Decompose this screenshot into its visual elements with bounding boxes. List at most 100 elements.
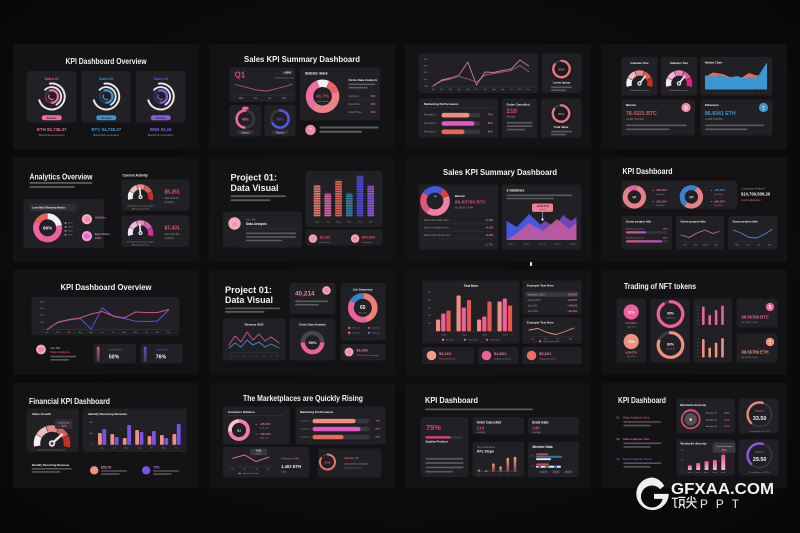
svg-text:Oct: Oct: [358, 220, 362, 223]
svg-text:80%: 80%: [558, 112, 564, 116]
svg-text:Purchases: Purchases: [320, 241, 331, 244]
svg-text:Blockchain ecosystem: Blockchain ecosystem: [148, 133, 174, 137]
svg-text:75%: 75%: [426, 423, 441, 432]
svg-text:BNB 93,16: BNB 93,16: [150, 127, 172, 132]
svg-text:•: •: [767, 92, 768, 94]
svg-text:2: 2: [493, 474, 494, 476]
svg-text:86%: 86%: [663, 238, 667, 240]
svg-text:$ Revenue +24%: $ Revenue +24%: [281, 458, 299, 460]
svg-text:Year Result: Year Result: [490, 339, 501, 342]
svg-text:Mar: Mar: [556, 337, 560, 340]
svg-text:Intro Title: Intro Title: [246, 219, 257, 222]
svg-text:Abbreviation 67.9%: Abbreviation 67.9%: [132, 208, 150, 211]
svg-text:A wonderful serenity has fligh: A wonderful serenity has flight: [127, 205, 154, 208]
svg-text:400k: 400k: [424, 66, 428, 68]
svg-text:Scale Data: Scale Data: [532, 421, 548, 425]
svg-text:30%: 30%: [324, 460, 330, 464]
svg-text:Jun: Jun: [253, 98, 257, 100]
svg-text:210: 210: [477, 425, 485, 430]
svg-text:May: May: [89, 332, 92, 334]
svg-text:Aug: Aug: [337, 220, 342, 223]
svg-text:89.55789 ETH: 89.55789 ETH: [742, 350, 769, 355]
svg-text:40: 40: [681, 450, 683, 452]
svg-text:Q1: Q1: [237, 429, 241, 433]
svg-text:In pink symbols: In pink symbols: [316, 101, 329, 103]
svg-text:Data 1: Data 1: [687, 471, 692, 474]
svg-text:Aug: Aug: [768, 244, 773, 247]
svg-text:Data 04: Data 04: [372, 332, 380, 335]
svg-text:Sales 02: Sales 02: [99, 77, 113, 81]
svg-text:₿: ₿: [768, 305, 772, 310]
svg-text:In avg Market +42.75%: In avg Market +42.75%: [749, 471, 770, 474]
svg-text:29%: 29%: [371, 111, 377, 114]
svg-text:+95,254: +95,254: [714, 188, 725, 192]
svg-text:$10,700,509.20: $10,700,509.20: [741, 192, 771, 197]
svg-text:40,214: 40,214: [295, 291, 315, 298]
svg-text:KPI Dashboard: KPI Dashboard: [623, 167, 673, 176]
svg-text:+1,510: +1,510: [485, 219, 493, 222]
svg-text:Nov: Nov: [518, 89, 521, 91]
svg-text:A wonderful serenity has taken: A wonderful serenity has taken: [38, 449, 65, 452]
svg-text:New Year: New Year: [446, 340, 455, 342]
svg-text:Apr: Apr: [79, 331, 82, 334]
svg-text:•: •: [722, 92, 723, 94]
svg-text:Report Unreached: Report Unreached: [243, 472, 258, 475]
svg-text:48%: 48%: [663, 228, 667, 231]
svg-text:Sales 01: Sales 01: [45, 77, 59, 81]
svg-text:Abbreviation 67.9%: Abbreviation 67.9%: [132, 244, 150, 247]
svg-text:Total Cost: Total Cost: [260, 437, 270, 440]
svg-text:Sales Two Matrix Item: Sales Two Matrix Item: [424, 227, 449, 230]
svg-text:Data Analysis One: Data Analysis One: [623, 416, 650, 420]
svg-text:Jan: Jan: [531, 338, 534, 340]
svg-text:Data 5: Data 5: [570, 243, 577, 246]
svg-text:$4,801: $4,801: [494, 351, 507, 356]
svg-text:Todays Purchase: Todays Purchase: [494, 358, 512, 361]
svg-text:78.4321 BTC: 78.4321 BTC: [626, 111, 657, 117]
svg-text:▼: ▼: [652, 200, 654, 203]
svg-text:2023: 2023: [503, 335, 509, 337]
svg-text:Data 03: Data 03: [565, 471, 571, 474]
svg-text:Jun: Jun: [100, 448, 103, 450]
svg-text:Feb: Feb: [694, 245, 698, 247]
svg-text:⌂: ⌂: [233, 222, 236, 228]
svg-text:Apr: Apr: [715, 244, 719, 247]
svg-text:1: 1: [486, 474, 487, 476]
svg-text:Identify Recurring Revenue: Identify Recurring Revenue: [32, 463, 70, 467]
svg-text:May: May: [735, 245, 740, 247]
svg-text:46%: 46%: [371, 95, 377, 98]
svg-text:Metric: Metric: [68, 230, 73, 233]
svg-text:▲: ▲: [710, 189, 712, 192]
svg-text:Q2: Q2: [689, 195, 693, 199]
svg-text:76%: 76%: [376, 421, 380, 423]
svg-text:1.402 ETH: 1.402 ETH: [281, 464, 301, 469]
svg-text:Total Item: Total Item: [656, 204, 665, 207]
svg-text:Some project title: Some project title: [626, 220, 652, 224]
svg-text:PPT: PPT: [700, 497, 747, 511]
svg-text:Lorem Ipsum: Lorem Ipsum: [553, 81, 571, 85]
svg-text:March: March: [703, 244, 710, 247]
svg-text:+98,254: +98,254: [656, 199, 667, 203]
svg-text:50%: 50%: [308, 340, 316, 345]
svg-text:01: 01: [617, 416, 621, 420]
svg-text:Workload legend 2: Workload legend 2: [626, 228, 645, 231]
svg-text:+2,750: +2,750: [484, 243, 493, 247]
svg-text:Example Text Here: Example Text Here: [527, 284, 554, 288]
svg-text:Data Analysis Three: Data Analysis Three: [623, 457, 652, 461]
svg-text:+6,293 (742.5%): +6,293 (742.5%): [626, 118, 644, 121]
svg-text:August 2023: August 2023: [528, 299, 542, 302]
svg-text:3: 3: [244, 356, 245, 358]
svg-text:Top niche: Top niche: [627, 327, 636, 329]
svg-text:$5,261: $5,261: [320, 236, 331, 240]
svg-text:Sales 03: Sales 03: [154, 77, 168, 81]
svg-text:Quarterly: Quarterly: [165, 237, 175, 240]
svg-text:One: One: [531, 465, 534, 467]
svg-text:2023 Goal Per Quarterly: 2023 Goal Per Quarterly: [357, 354, 379, 357]
svg-text:September 2023: September 2023: [528, 293, 546, 296]
svg-text:Sales One Matrix Item: Sales One Matrix Item: [424, 219, 449, 222]
svg-text:Indicator Two: Indicator Two: [670, 61, 688, 65]
svg-text:June 2023: June 2023: [528, 311, 539, 313]
svg-text:86.65769 BTC: 86.65769 BTC: [455, 200, 487, 206]
svg-text:2023 Goal Per: 2023 Goal Per: [165, 197, 180, 200]
svg-text:8: 8: [277, 356, 278, 358]
svg-text:Feb: Feb: [440, 89, 443, 91]
